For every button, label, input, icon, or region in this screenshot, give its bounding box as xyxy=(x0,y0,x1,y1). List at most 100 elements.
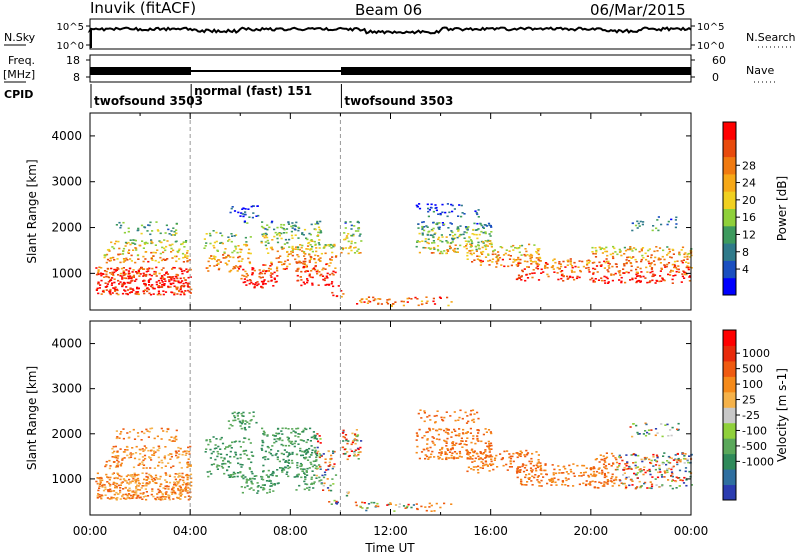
heatmap-cell xyxy=(605,258,608,260)
heatmap-cell xyxy=(630,265,633,267)
heatmap-cell xyxy=(431,229,434,232)
heatmap-cell xyxy=(128,456,131,459)
heatmap-cell xyxy=(151,488,154,490)
heatmap-cell xyxy=(163,284,166,287)
heatmap-cell xyxy=(305,428,308,431)
heatmap-cell xyxy=(680,260,683,262)
heatmap-cell xyxy=(332,465,335,468)
heatmap-cell xyxy=(186,492,189,494)
heatmap-cell xyxy=(352,234,355,237)
heatmap-cell xyxy=(481,246,484,249)
heatmap-cell xyxy=(466,254,469,257)
heatmap-cell xyxy=(540,485,543,487)
heatmap-cell xyxy=(141,448,144,450)
heatmap-cell xyxy=(123,271,126,274)
heatmap-cell xyxy=(472,466,475,468)
heatmap-cell xyxy=(139,492,142,495)
heatmap-cell xyxy=(186,285,189,287)
heatmap-cell xyxy=(603,248,606,250)
heatmap-cell xyxy=(133,457,137,460)
heatmap-cell xyxy=(357,252,360,254)
heatmap-cell xyxy=(175,229,178,231)
heatmap-cell xyxy=(484,449,487,451)
heatmap-cell xyxy=(561,273,564,276)
heatmap-cell xyxy=(554,481,557,484)
heatmap-cell xyxy=(122,261,125,263)
heatmap-cell xyxy=(423,229,426,232)
heatmap-cell xyxy=(122,267,125,269)
heatmap-cell xyxy=(290,431,293,434)
heatmap-cell xyxy=(512,452,515,455)
heatmap-cell xyxy=(237,462,240,465)
heatmap-cell xyxy=(682,270,685,272)
heatmap-cell xyxy=(132,239,135,241)
heatmap-cell xyxy=(132,276,135,278)
heatmap-cell xyxy=(673,266,676,269)
heatmap-cell xyxy=(429,419,432,421)
heatmap-cell xyxy=(617,270,620,272)
heatmap-cell xyxy=(149,285,153,288)
heatmap-cell xyxy=(270,276,273,278)
heatmap-cell xyxy=(176,286,179,289)
heatmap-cell xyxy=(249,442,252,444)
heatmap-cell xyxy=(285,231,288,234)
heatmap-cell xyxy=(519,482,523,485)
heatmap-cell xyxy=(281,471,284,473)
heatmap-cell xyxy=(614,251,617,253)
heatmap-cell xyxy=(127,474,130,476)
colorbar-swatch xyxy=(723,407,736,424)
heatmap-cell xyxy=(634,487,637,490)
heatmap-cell xyxy=(231,441,234,444)
heatmap-cell xyxy=(134,243,137,245)
heatmap-cell xyxy=(484,224,487,226)
heatmap-cell xyxy=(152,287,155,290)
heatmap-cell xyxy=(213,258,216,261)
heatmap-cell xyxy=(657,229,660,232)
heatmap-cell xyxy=(259,276,262,279)
heatmap-cell xyxy=(415,432,418,434)
heatmap-cell xyxy=(113,259,116,261)
heatmap-cell xyxy=(113,450,116,453)
heatmap-cell xyxy=(110,273,113,275)
heatmap-cell xyxy=(182,476,185,479)
heatmap-cell xyxy=(134,493,137,496)
heatmap-cell xyxy=(473,413,476,415)
heatmap-cell xyxy=(316,446,319,449)
heatmap-cell xyxy=(102,273,105,275)
heatmap-cell xyxy=(189,276,192,278)
heatmap-cell xyxy=(571,271,574,273)
heatmap-cell xyxy=(320,252,323,255)
heatmap-cell xyxy=(157,488,160,491)
heatmap-cell xyxy=(142,280,145,282)
heatmap-cell xyxy=(634,277,637,280)
heatmap-cell xyxy=(347,240,350,243)
heatmap-cell xyxy=(113,268,116,271)
heatmap-cell xyxy=(667,262,671,264)
heatmap-cell xyxy=(483,244,486,247)
heatmap-cell xyxy=(234,454,238,456)
heatmap-cell xyxy=(239,463,242,466)
heatmap-cell xyxy=(147,260,150,263)
heatmap-cell xyxy=(670,457,673,460)
heatmap-cell xyxy=(157,456,160,459)
heatmap-cell xyxy=(173,476,176,478)
heatmap-cell xyxy=(674,265,677,267)
heatmap-cell xyxy=(636,220,639,223)
heatmap-cell xyxy=(167,485,170,488)
heatmap-cell xyxy=(317,255,320,257)
heatmap-cell xyxy=(310,476,313,479)
heatmap-cell xyxy=(177,482,180,484)
heatmap-cell xyxy=(603,275,606,278)
heatmap-cell xyxy=(148,267,151,270)
heatmap-cell xyxy=(114,484,117,487)
heatmap-cell xyxy=(239,471,242,473)
heatmap-cell xyxy=(113,477,116,480)
heatmap-cell xyxy=(353,453,356,456)
heatmap-cell xyxy=(454,434,457,437)
heatmap-cell xyxy=(433,246,436,249)
heatmap-cell xyxy=(109,488,112,491)
heatmap-cell xyxy=(314,467,317,470)
heatmap-cell xyxy=(128,478,131,481)
heatmap-cell xyxy=(635,268,638,271)
heatmap-cell xyxy=(137,485,140,487)
